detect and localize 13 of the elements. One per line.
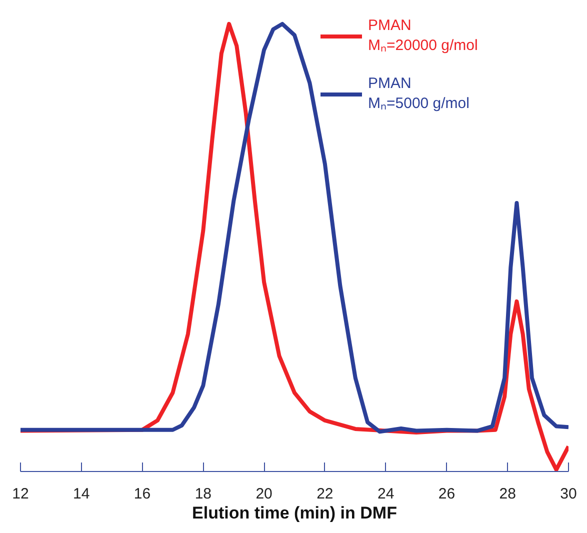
x-tick-label: 20 — [256, 486, 272, 502]
legend-label: PMAN Mₙ=20000 g/mol — [368, 17, 478, 54]
x-tick-label: 14 — [73, 486, 90, 502]
x-tick-label: 24 — [377, 486, 394, 502]
x-tick-label: 16 — [134, 486, 151, 502]
x-tick-label: 30 — [560, 486, 577, 502]
legend-label: PMAN Mₙ=5000 g/mol — [368, 75, 470, 112]
x-tick-label: 26 — [438, 486, 456, 502]
x-tick-label: 28 — [499, 486, 516, 502]
x-tick-label: 22 — [316, 486, 334, 502]
x-axis-title: Elution time (min) in DMF — [192, 504, 397, 522]
x-tick-label: 12 — [12, 486, 29, 502]
x-tick-label: 18 — [194, 486, 212, 502]
